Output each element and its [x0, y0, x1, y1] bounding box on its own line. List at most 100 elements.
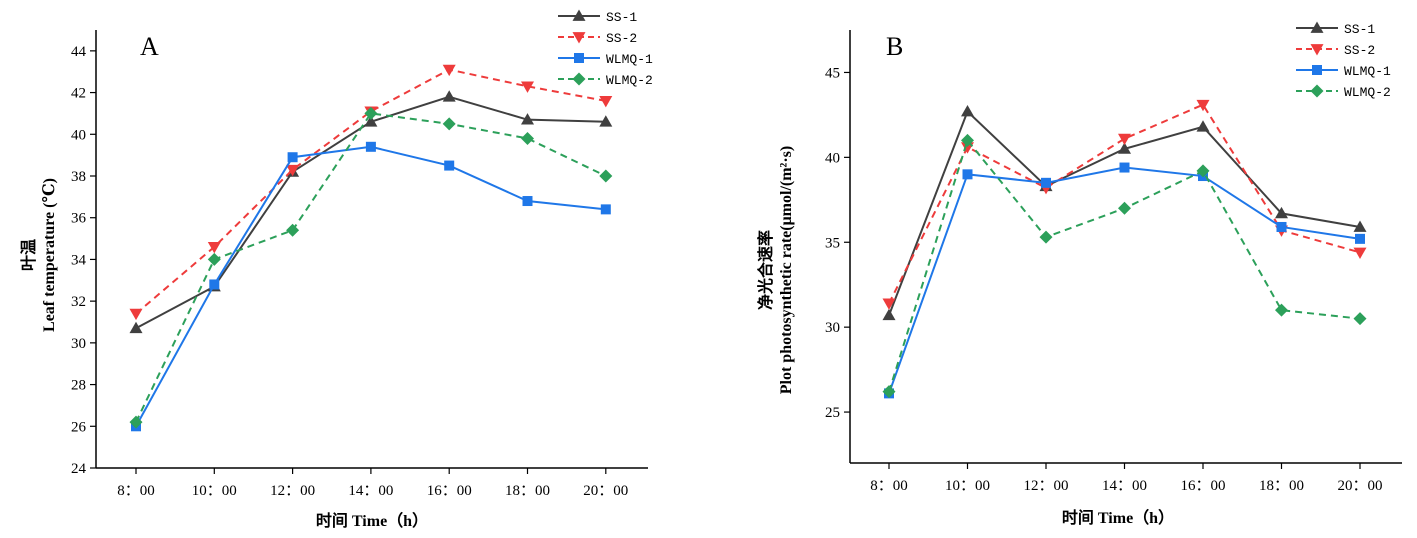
data-point-ss-2: [1118, 133, 1131, 146]
data-point-ss-1: [599, 115, 613, 127]
data-point-wlmq-1: [209, 279, 220, 290]
x-tick-label: 12：00: [270, 483, 315, 499]
y-tick-label: 30: [825, 320, 840, 336]
data-point-ss-1: [442, 90, 456, 102]
y-tick-label: 25: [825, 405, 840, 421]
data-point-ss-2: [286, 164, 300, 177]
legend-marker: [1310, 44, 1324, 56]
data-point-wlmq-2: [1275, 303, 1288, 317]
chart-panel-b: 25 30 35 40 45 8：00 10：00 12：00 14：00 16：00 18：00 2…: [756, 21, 1402, 527]
y-tick-label: 42: [71, 86, 86, 102]
y-axis-title-cn: 叶温: [20, 239, 38, 271]
data-point-ss-2: [442, 64, 456, 77]
data-point-wlmq-2: [961, 133, 974, 147]
x-tick-label: 18：00: [505, 483, 550, 499]
series-line-ss-1: [135, 95, 606, 330]
legend-marker: [574, 53, 584, 63]
panel-label: B: [886, 32, 903, 61]
series-line-wlmq-1: [888, 166, 1361, 394]
data-point-wlmq-1: [444, 160, 455, 171]
data-point-wlmq-1: [365, 141, 376, 152]
y-tick-label: 24: [71, 461, 87, 477]
legend-marker: [572, 9, 586, 21]
legend-label: WLMQ-2: [1344, 85, 1391, 100]
data-point-ss-2: [599, 96, 613, 108]
x-tick-label: 20：00: [583, 483, 628, 499]
x-tick-label: 10：00: [945, 478, 990, 494]
panel-label: A: [140, 32, 159, 61]
data-point-ss-2: [207, 242, 221, 254]
data-point-wlmq-1: [1119, 162, 1130, 173]
data-point-wlmq-1: [962, 169, 973, 180]
data-point-ss-2: [882, 298, 896, 310]
data-point-wlmq-2: [1118, 201, 1131, 215]
data-point-wlmq-2: [1039, 230, 1053, 244]
data-point-wlmq-1: [1276, 221, 1287, 232]
legend-marker: [1310, 84, 1324, 98]
data-point-ss-1: [1275, 206, 1288, 219]
legend-marker: [572, 72, 586, 86]
x-tick-label: 16：00: [1180, 478, 1225, 494]
data-point-ss-1: [521, 113, 534, 125]
data-point-wlmq-1: [287, 152, 298, 163]
data-point-wlmq-2: [129, 415, 143, 429]
y-tick-label: 26: [71, 419, 87, 435]
data-point-wlmq-2: [599, 169, 613, 183]
data-point-wlmq-2: [286, 223, 300, 237]
x-tick-label: 14：00: [1102, 478, 1147, 494]
data-point-wlmq-2: [1196, 164, 1210, 178]
data-point-ss-1: [1353, 220, 1367, 232]
data-point-ss-1: [129, 321, 143, 334]
data-point-ss-2: [129, 308, 143, 321]
data-point-ss-1: [961, 105, 974, 117]
x-tick-label: 18：00: [1259, 478, 1304, 494]
y-tick-label: 40: [825, 150, 840, 166]
data-point-wlmq-2: [207, 252, 221, 266]
legend-label: SS-2: [606, 31, 637, 46]
legend-label: SS-1: [1344, 22, 1375, 37]
y-tick-label: 34: [71, 252, 87, 268]
x-tick-label: 14：00: [348, 483, 393, 499]
legend-label: WLMQ-1: [606, 52, 653, 67]
x-tick-label: 8：00: [870, 478, 908, 494]
y-axis-title: 净光合速率 Plot photosynthetic rate(μmol/(m²·s…: [756, 146, 795, 395]
y-tick-label: 35: [825, 235, 840, 251]
y-axis-title-group: 叶温 Leaf temperature (℃): [20, 178, 58, 332]
legend-marker: [1310, 21, 1324, 33]
y-tick-label: 28: [71, 378, 86, 394]
data-point-wlmq-1: [1041, 177, 1051, 188]
data-point-ss-1: [364, 115, 378, 127]
data-point-wlmq-2: [364, 106, 378, 120]
y-axis-title-en: Plot photosynthetic rate(μmol/(m²·s): [778, 146, 795, 395]
x-tick-label: 12：00: [1023, 478, 1068, 494]
y-tick-label: 38: [71, 169, 86, 185]
data-point-wlmq-2: [521, 131, 534, 145]
x-tick-label: 10：00: [192, 483, 237, 499]
x-tick-label: 16：00: [427, 483, 472, 499]
data-point-ss-2: [1196, 99, 1210, 112]
data-point-ss-2: [1353, 247, 1367, 259]
y-axis-title: 叶温 Leaf temperature (℃): [20, 178, 58, 332]
legend-marker: [1312, 65, 1322, 75]
legend-label: WLMQ-1: [1344, 64, 1391, 79]
x-tick-label: 20：00: [1337, 478, 1382, 494]
data-point-ss-1: [882, 308, 896, 321]
x-tick-label: 8：00: [117, 483, 155, 499]
y-tick-label: 40: [71, 127, 86, 143]
y-tick-label: 36: [71, 211, 87, 227]
y-axis-title-en: Leaf temperature (℃): [41, 178, 58, 332]
x-axis-title: 时间 Time（h）: [1062, 508, 1174, 527]
series-line-wlmq-1: [135, 145, 606, 427]
y-tick-label: 45: [825, 65, 840, 81]
data-point-wlmq-1: [600, 204, 611, 215]
data-point-wlmq-2: [442, 117, 456, 131]
data-point-wlmq-2: [1353, 312, 1367, 326]
data-point-wlmq-2: [882, 385, 896, 399]
data-point-wlmq-1: [1355, 233, 1365, 244]
y-axis-title-group: 净光合速率 Plot photosynthetic rate(μmol/(m²·s…: [756, 146, 795, 395]
data-point-wlmq-1: [522, 196, 533, 207]
legend-label: SS-1: [606, 10, 637, 25]
legend-label: SS-2: [1344, 43, 1375, 58]
y-axis-title-cn: 净光合速率: [756, 230, 775, 310]
